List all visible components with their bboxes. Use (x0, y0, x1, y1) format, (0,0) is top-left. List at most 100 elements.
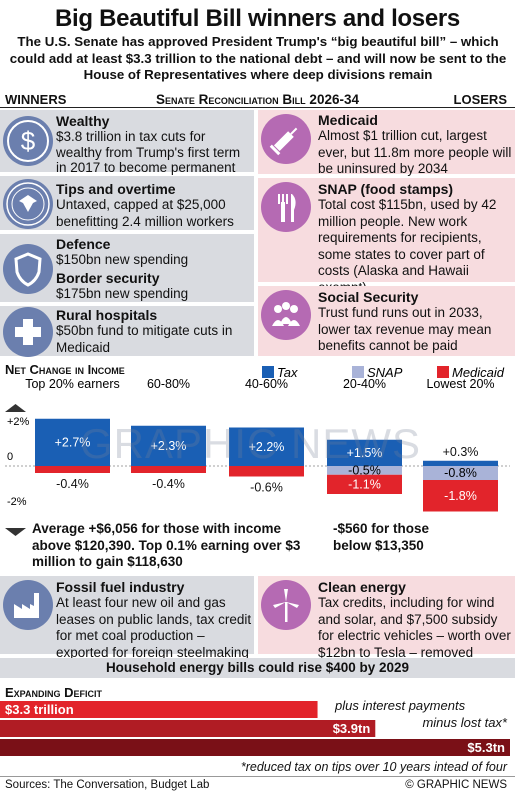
legend-label: Medicaid (452, 365, 505, 380)
treasury-seal-icon (3, 179, 53, 229)
deficit-bar-label: $5.3tn (467, 740, 505, 755)
tax-bar (423, 460, 498, 466)
medicaid-bar (35, 466, 110, 473)
syringe-icon (261, 114, 311, 164)
tax-value-label: +1.5% (347, 446, 383, 460)
deficit-bar-label: $3.9tn (333, 721, 371, 736)
deficit-bar (0, 701, 318, 718)
winner-text: Untaxed, capped at $25,000 benefitting 2… (56, 197, 234, 229)
winner-text: $50bn fund to mitigate cuts in Medicaid (56, 323, 233, 355)
winner-panel-tips: Tips and overtime Untaxed, capped at $25… (0, 176, 254, 232)
snap-value-label: -0.8% (444, 466, 477, 480)
income-section-title: Net Change in Income (5, 362, 125, 377)
winner-panel-wealthy: $ Wealthy $3.8 trillion in tax cuts for … (0, 110, 254, 175)
loser-title: Social Security (318, 289, 419, 305)
tax-bar (327, 439, 402, 466)
loser-title: SNAP (food stamps) (318, 181, 454, 197)
fork-knife-icon (261, 182, 311, 232)
tax-bar (35, 418, 110, 466)
category-label: Top 20% earners (25, 377, 120, 391)
loser-title: Medicaid (318, 112, 378, 128)
medicaid-value-label: -0.4% (56, 477, 89, 491)
category-label: Lowest 20% (426, 377, 494, 391)
energy-winner-panel: Fossil fuel industry At least four new o… (0, 576, 254, 660)
shield-icon (3, 244, 53, 294)
sources: Sources: The Conversation, Budget Lab (5, 779, 210, 791)
snap-bar (327, 466, 402, 475)
energy-loser-title: Clean energy (318, 579, 406, 595)
loser-panel-snap: SNAP (food stamps) Total cost $115bn, us… (258, 178, 515, 295)
loser-panel-medicaid: Medicaid Almost $1 trillion cut, largest… (258, 110, 515, 176)
winner-title: Tips and overtime (56, 181, 176, 197)
bill-header: Senate Reconciliation Bill 2026-34 (156, 92, 359, 107)
medicaid-value-label: -0.6% (250, 481, 283, 495)
loser-text: Trust fund runs out in 2033, lower tax r… (318, 305, 492, 353)
deficit-bar (0, 720, 376, 737)
medicaid-bar (131, 466, 206, 473)
deficit-title: Expanding Deficit (5, 685, 103, 700)
category-label: 20-40% (343, 377, 386, 391)
deficit-bar-label: $3.3 trillion (5, 702, 74, 717)
deficit-chart: $3.3 trillion $3.9tn $5.3tn (0, 701, 510, 756)
axis-arrow-down (5, 528, 26, 536)
energy-loser-text: Tax credits, including for wind and sola… (318, 595, 511, 660)
top-earners-note: Average +$6,056 for those with income ab… (32, 521, 301, 569)
winner-panel-defence-border: Defence $150bn new spending Border secur… (0, 234, 254, 304)
winner-title: Wealthy (56, 113, 110, 129)
tax-value-label: +2.7% (55, 435, 91, 449)
people-icon (261, 290, 311, 340)
income-chart: +2% 0 -2% Tax SNAP Medicaid Top 20% earners 60-… (0, 360, 515, 550)
winner-title: Defence (56, 236, 111, 252)
axis-arrow-up (5, 404, 26, 412)
winner-title: Border security (56, 270, 160, 286)
legend-swatch (262, 366, 274, 378)
y-tick-label: +2% (7, 416, 30, 428)
legend-swatch (437, 366, 449, 378)
winner-text: $150bn new spending (56, 252, 189, 267)
legend-label: Tax (277, 365, 298, 380)
deficit-bar (0, 739, 510, 756)
dollar-icon: $ (3, 116, 53, 166)
winner-text: $175bn new spending (56, 286, 189, 301)
deficit-footnote: *reduced tax on tips over 10 years intea… (240, 760, 507, 774)
medicaid-value-label: -1.1% (348, 477, 381, 491)
deficit-note-interest: plus interest payments (335, 698, 466, 713)
lowest-earners-note: -$560 for those below $13,350 (333, 521, 430, 553)
medicaid-value-label: -0.4% (152, 477, 185, 491)
medical-cross-icon (3, 307, 53, 357)
winner-text: $3.8 trillion in tax cuts for wealthy fr… (56, 129, 241, 175)
tax-value-label: +0.3% (443, 445, 479, 459)
page-subtitle: The U.S. Senate has approved President T… (9, 34, 507, 82)
category-label: 40-60% (245, 377, 288, 391)
y-tick-label: -2% (7, 496, 27, 508)
page-title: Big Beautiful Bill winners and losers (55, 5, 460, 32)
tax-value-label: +2.2% (249, 440, 285, 454)
medicaid-bar (327, 474, 402, 494)
column-header-bar: WINNERS Senate Reconciliation Bill 2026-… (0, 90, 515, 108)
medicaid-bar (229, 466, 304, 477)
factory-icon (3, 580, 53, 630)
legend-label: SNAP (367, 365, 403, 380)
legend-swatch (352, 366, 364, 378)
medicaid-bar (423, 480, 498, 512)
y-tick-label: 0 (7, 451, 13, 463)
deficit-note-lost-tax: minus lost tax* (422, 715, 507, 730)
snap-bar (423, 466, 498, 480)
energy-winner-text: At least four new oil and gas leases on … (56, 595, 252, 660)
loser-text: Almost $1 trillion cut, largest ever, bu… (318, 128, 512, 176)
tax-bar (229, 427, 304, 466)
winner-title: Rural hospitals (56, 307, 158, 323)
loser-panel-social-security: Social Security Trust fund runs out in 2… (258, 286, 515, 358)
category-label: 60-80% (147, 377, 190, 391)
winners-header: WINNERS (5, 92, 67, 107)
energy-loser-panel: Clean energy Tax credits, including for … (258, 576, 515, 660)
tax-value-label: +2.3% (151, 439, 187, 453)
snap-value-label: -0.5% (348, 463, 381, 477)
energy-bills-banner: Household energy bills could rise $400 b… (0, 658, 515, 678)
svg-text:$: $ (21, 126, 36, 156)
medicaid-value-label: -1.8% (444, 489, 477, 503)
losers-header: LOSERS (453, 92, 507, 107)
credit: © GRAPHIC NEWS (405, 779, 507, 791)
loser-text: Total cost $115bn, used by 42 million pe… (318, 197, 497, 295)
tax-bar (131, 425, 206, 466)
